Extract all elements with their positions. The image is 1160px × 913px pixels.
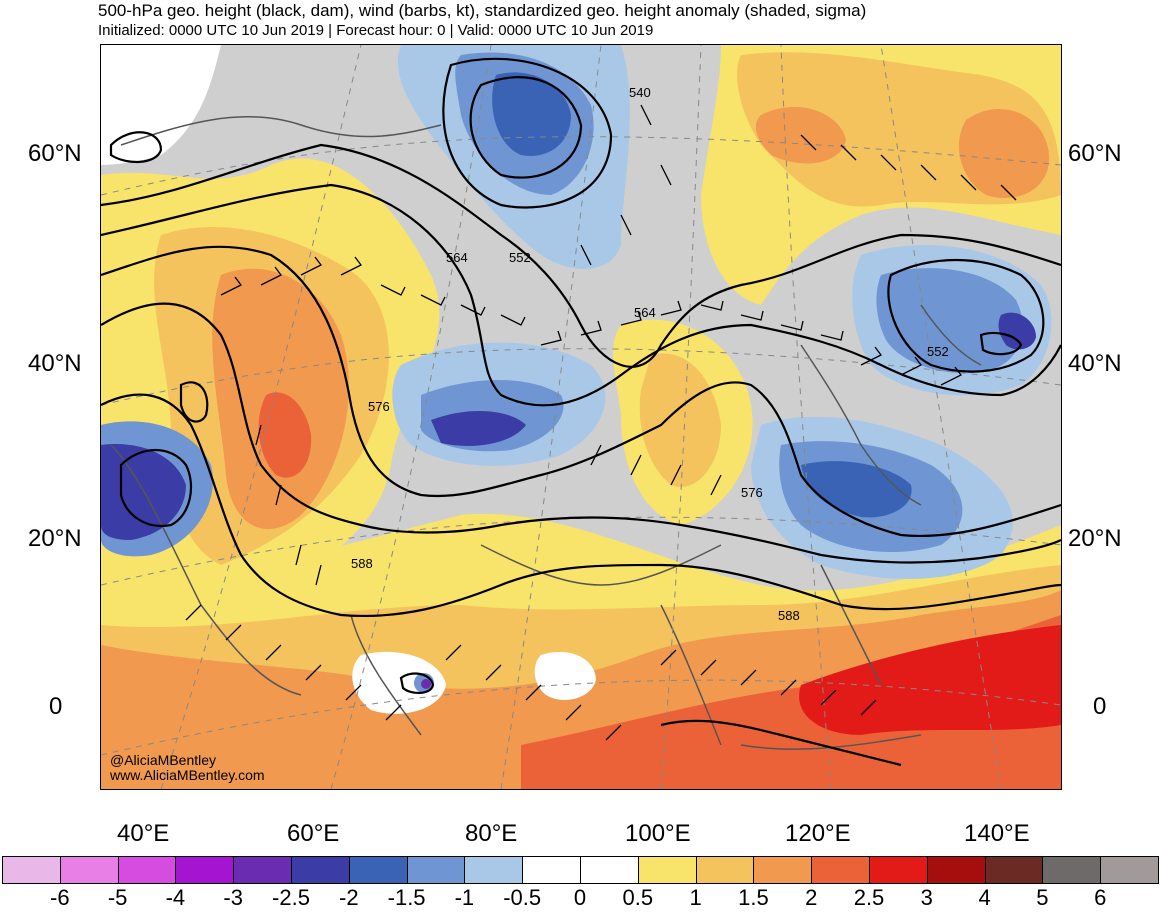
credit-handle: @AliciaMBentley — [110, 752, 217, 768]
anomaly-positive-south-core — [799, 625, 1061, 735]
lon-label-40e: 40°E — [117, 820, 170, 847]
colorbar-swatch — [175, 856, 235, 884]
anomaly-positive-northeast-core — [958, 108, 1050, 199]
anomaly-small-low-core — [421, 679, 431, 689]
contour-labels: 540 552 564 564 576 576 588 588 552 — [351, 85, 949, 623]
height-contours — [101, 57, 1061, 767]
colorbar-tick-label: 0 — [573, 885, 587, 910]
contour-label-576-west: 576 — [368, 399, 390, 414]
anomaly-near-zero-nw — [101, 45, 221, 165]
lat-label-40n-right: 40°N — [1068, 350, 1122, 377]
colorbar-swatch — [984, 856, 1044, 884]
colorbar-swatch — [753, 856, 813, 884]
colorbar-tick-label: 3 — [920, 885, 933, 910]
colorbar — [0, 856, 1160, 884]
colorbar-tick-label: -2 — [339, 885, 359, 910]
colorbar-swatch — [233, 856, 292, 884]
anomaly-positive-central-mid — [639, 353, 721, 487]
lat-label-40n-left: 40°N — [28, 350, 82, 377]
colorbar-swatch — [695, 856, 755, 884]
colorbar-tick-label: -6 — [50, 885, 70, 910]
colorbar-tick-label: -0.5 — [503, 885, 542, 910]
colorbar-swatch — [348, 856, 408, 884]
colorbar-tick-label: 5 — [1036, 885, 1049, 910]
lat-label-0-right: 0 — [1093, 693, 1107, 720]
colorbar-swatch — [522, 856, 581, 884]
anomaly-negative-north-core — [492, 72, 571, 156]
lon-label-100e: 100°E — [625, 820, 691, 847]
lon-label-80e: 80°E — [465, 820, 518, 847]
colorbar-swatch — [117, 856, 177, 884]
chart-title: 500-hPa geo. height (black, dam), wind (… — [98, 1, 867, 20]
lon-label-140e: 140°E — [964, 820, 1030, 847]
colorbar-swatch — [637, 856, 697, 884]
colorbar-swatch — [2, 856, 61, 884]
colorbar-swatch — [406, 856, 466, 884]
lat-label-60n-right: 60°N — [1068, 140, 1122, 167]
lat-label-0-left: 0 — [49, 693, 63, 720]
colorbar-swatch — [59, 856, 119, 884]
contour-label-552-north: 552 — [509, 250, 531, 265]
map-canvas: 540 552 564 564 576 576 588 588 552 — [101, 45, 1061, 789]
contour-label-576-central: 576 — [741, 485, 763, 500]
anomaly-near-zero-bay — [534, 651, 596, 700]
anomaly-negative-northeast-mid — [876, 268, 1023, 374]
colorbar-swatch — [580, 856, 639, 884]
lon-label-60e: 60°E — [287, 820, 340, 847]
contour-label-564-central: 564 — [634, 305, 656, 320]
anomaly-positive-south-red — [521, 615, 1061, 789]
contour-label-588-west: 588 — [351, 556, 373, 571]
anomaly-negative-northeast-core — [998, 312, 1036, 350]
contour-label-540: 540 — [629, 85, 651, 100]
wind-barbs — [185, 104, 1017, 741]
colorbar-tick-label: 2 — [805, 885, 818, 910]
colorbar-swatch — [464, 856, 524, 884]
colorbar-tick-label: 1 — [689, 885, 702, 910]
colorbar-swatch — [811, 856, 870, 884]
colorbar-tick-label: 6 — [1094, 885, 1107, 910]
colorbar-tick-label: -4 — [165, 885, 186, 910]
colorbar-tick-label: 0.5 — [622, 885, 654, 910]
lon-label-120e: 120°E — [785, 820, 851, 847]
anomaly-map: 540 552 564 564 576 576 588 588 552 — [100, 44, 1062, 790]
colorbar-tick-label: -2.5 — [272, 885, 310, 910]
lat-label-60n-left: 60°N — [28, 140, 82, 167]
colorbar-swatch — [1100, 856, 1159, 884]
colorbar-tick-label: -1.5 — [387, 885, 426, 910]
anomaly-positive-west-core — [258, 392, 312, 478]
contour-label-552-east: 552 — [927, 344, 949, 359]
colorbar-tick-label: -5 — [107, 885, 128, 910]
anomaly-negative-central-core — [431, 410, 526, 446]
colorbar-swatch — [869, 856, 928, 884]
colorbar-swatch — [291, 856, 350, 884]
lat-label-20n-right: 20°N — [1068, 525, 1122, 552]
colorbar-tick-label: -3 — [223, 885, 243, 910]
colorbar-swatch — [1042, 856, 1102, 884]
chart-subtitle: Initialized: 0000 UTC 10 Jun 2019 | Fore… — [98, 22, 654, 39]
credit-website: www.AliciaMBentley.com — [110, 767, 265, 783]
colorbar-tick-label: 2.5 — [853, 885, 885, 910]
colorbar-swatch — [926, 856, 986, 884]
colorbar-tick-label: 4 — [978, 885, 991, 910]
colorbar-tick-label: -1 — [454, 885, 475, 910]
lat-label-20n-left: 20°N — [28, 525, 82, 552]
colorbar-tick-label: 1.5 — [738, 885, 769, 910]
contour-label-564-north: 564 — [446, 250, 468, 265]
contour-label-588-east: 588 — [778, 608, 800, 623]
anomaly-near-zero-ocean — [352, 651, 446, 714]
